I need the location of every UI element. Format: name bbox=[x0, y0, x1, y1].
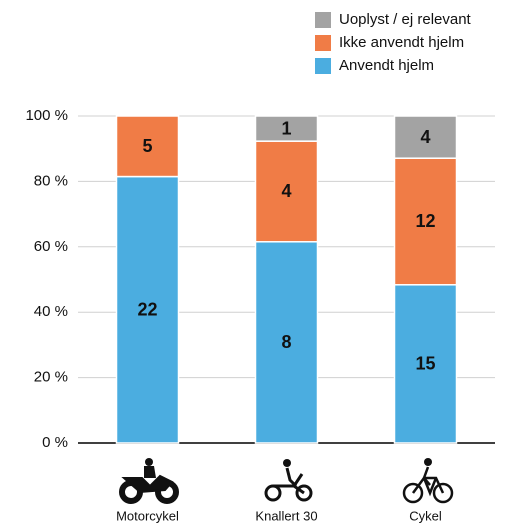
value-label: 15 bbox=[415, 354, 435, 374]
icon-moped bbox=[264, 459, 313, 502]
bar-segment bbox=[254, 140, 319, 243]
value-label: 8 bbox=[281, 332, 291, 352]
value-label: 5 bbox=[142, 136, 152, 156]
y-tick-label: 60 % bbox=[34, 238, 68, 255]
legend-label: Uoplyst / ej relevant bbox=[339, 11, 472, 28]
legend-swatch bbox=[315, 58, 331, 74]
value-label: 1 bbox=[281, 118, 291, 138]
value-label: 4 bbox=[420, 127, 430, 147]
y-tick-label: 0 % bbox=[42, 434, 68, 451]
value-label: 22 bbox=[137, 300, 157, 320]
x-tick-label: Knallert 30 bbox=[255, 508, 317, 523]
y-tick-label: 80 % bbox=[34, 172, 68, 189]
bar-segment bbox=[393, 284, 458, 444]
value-label: 12 bbox=[415, 211, 435, 231]
y-tick-label: 100 % bbox=[25, 107, 68, 124]
bar-segment bbox=[254, 241, 319, 444]
legend-label: Ikke anvendt hjelm bbox=[339, 34, 464, 51]
bar-segment bbox=[393, 115, 458, 159]
value-label: 4 bbox=[281, 181, 291, 201]
bar-segment bbox=[115, 175, 180, 444]
icon-bicycle bbox=[402, 458, 454, 504]
icon-motorcycle bbox=[119, 458, 179, 504]
bar-segment bbox=[115, 115, 180, 178]
bar-segment bbox=[393, 157, 458, 286]
x-tick-label: Motorcykel bbox=[116, 508, 179, 523]
y-tick-label: 20 % bbox=[34, 369, 68, 386]
legend-swatch bbox=[315, 12, 331, 28]
bar-segment bbox=[254, 115, 319, 142]
x-tick-label: Cykel bbox=[409, 508, 442, 523]
legend-swatch bbox=[315, 35, 331, 51]
y-tick-label: 40 % bbox=[34, 303, 68, 320]
legend-label: Anvendt hjelm bbox=[339, 57, 434, 74]
